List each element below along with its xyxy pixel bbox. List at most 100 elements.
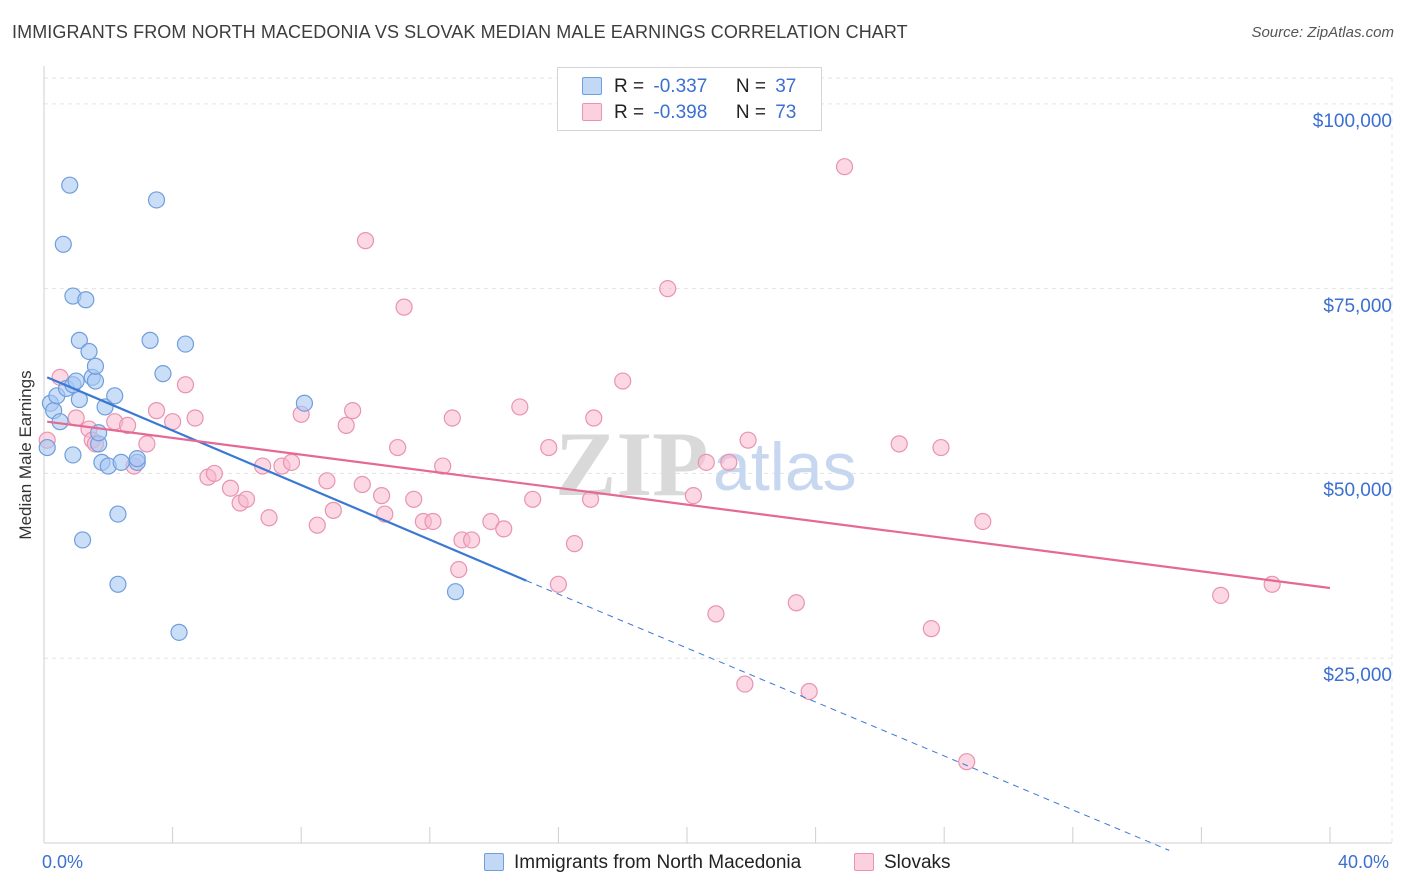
legend-row-north-macedonia: R = -0.337 N = 37 [582,76,796,102]
data-point-slovaks [549,575,568,593]
data-point-slovaks [739,431,757,449]
data-point-slovaks [800,682,818,701]
legend-n-value: 73 [775,102,797,123]
data-point-slovaks [67,409,85,427]
data-point-north-macedonia [86,372,105,390]
data-point-slovaks [736,675,754,693]
legend-n-label: N = [735,102,766,123]
legend-n-label: N = [735,76,766,97]
trend-line-slovaks [47,420,1331,590]
data-point-north-macedonia [446,583,465,601]
trend-lines [46,376,1331,851]
source-label: Source: ZipAtlas.com [1251,24,1394,41]
series-north-macedonia-points [38,176,465,641]
trend-line-north-macedonia-extension [526,580,1170,851]
data-point-slovaks [495,520,513,538]
data-point-north-macedonia [176,335,195,353]
data-point-slovaks [147,402,166,420]
data-point-slovaks [337,416,355,434]
y-tick-label: $100,000 [1312,110,1392,132]
data-point-slovaks [405,490,423,508]
data-point-north-macedonia [109,505,127,523]
data-point-slovaks [482,512,500,531]
legend-r-value: -0.337 [653,76,708,97]
data-point-slovaks [389,438,407,457]
data-point-slovaks [511,398,529,416]
data-point-slovaks [176,376,195,394]
legend-row-slovaks: R = -0.398 N = 73 [582,102,796,128]
data-point-slovaks [922,620,940,638]
data-point-slovaks [524,490,542,508]
data-point-slovaks [787,594,805,612]
trend-line-north-macedonia [46,376,527,582]
data-point-north-macedonia [80,342,98,361]
data-point-north-macedonia [141,331,159,349]
data-point-slovaks [932,438,950,457]
data-point-slovaks [835,158,854,176]
data-point-slovaks [720,453,738,471]
data-point-slovaks [221,479,240,497]
data-point-slovaks [118,416,137,434]
data-point-north-macedonia [70,331,88,349]
data-point-slovaks [697,453,715,471]
data-point-slovaks [282,453,301,471]
legend-swatch-pink [854,853,874,871]
data-point-north-macedonia [106,387,124,405]
x-tick-label-max: 40.0% [1338,852,1390,872]
data-point-north-macedonia [64,446,82,464]
data-point-north-macedonia [147,191,166,209]
legend-swatch-blue [484,853,504,871]
data-point-north-macedonia [295,394,314,412]
data-point-north-macedonia [128,450,146,468]
data-point-slovaks [356,232,375,250]
data-point-slovaks [308,516,326,534]
legend-r-value: -0.398 [653,102,708,123]
data-point-slovaks [585,409,603,427]
data-point-slovaks [186,409,204,427]
series-legend: Immigrants from North Macedonia Slovaks [0,852,1406,876]
data-point-slovaks [395,298,413,316]
data-point-slovaks [540,438,558,457]
y-tick-label: $25,000 [1323,665,1392,687]
data-point-slovaks [614,372,632,390]
legend-item-north-macedonia[interactable]: Immigrants from North Macedonia [484,852,801,874]
data-point-slovaks [353,475,371,494]
data-point-slovaks [372,487,391,505]
legend-swatch-pink [582,103,602,121]
data-point-slovaks [565,535,584,553]
legend-r-label: R = [614,102,645,123]
data-point-north-macedonia [61,176,79,194]
data-point-north-macedonia [38,438,56,457]
data-point-north-macedonia [109,575,127,593]
correlation-legend: R = -0.337 N = 37 R = -0.398 N = 73 [557,67,822,131]
data-point-slovaks [324,501,342,519]
data-point-slovaks [205,464,223,483]
data-point-slovaks [344,402,362,420]
data-point-slovaks [707,605,725,623]
legend-item-label: Slovaks [884,852,951,873]
x-tick-label-min: 0.0% [42,852,84,872]
data-point-north-macedonia [86,357,105,375]
legend-swatch-blue [582,77,602,95]
y-tick-label: $75,000 [1323,295,1392,317]
legend-n-value: 37 [775,76,797,97]
chart-title: IMMIGRANTS FROM NORTH MACEDONIA VS SLOVA… [12,22,908,42]
data-point-north-macedonia [54,235,72,253]
data-point-slovaks [974,512,992,531]
data-point-slovaks [462,531,481,549]
data-point-slovaks [450,560,468,579]
data-point-slovaks [424,512,442,531]
y-tick-label: $50,000 [1323,480,1392,502]
legend-item-slovaks[interactable]: Slovaks [854,852,951,874]
legend-item-label: Immigrants from North Macedonia [514,852,802,873]
data-point-north-macedonia [77,291,95,309]
data-point-slovaks [1212,586,1230,604]
data-point-slovaks [318,472,336,490]
legend-r-label: R = [614,76,645,97]
data-point-slovaks [138,435,156,453]
data-point-north-macedonia [154,365,172,383]
data-point-north-macedonia [73,531,92,549]
data-point-north-macedonia [112,453,130,471]
data-point-slovaks [260,509,278,527]
